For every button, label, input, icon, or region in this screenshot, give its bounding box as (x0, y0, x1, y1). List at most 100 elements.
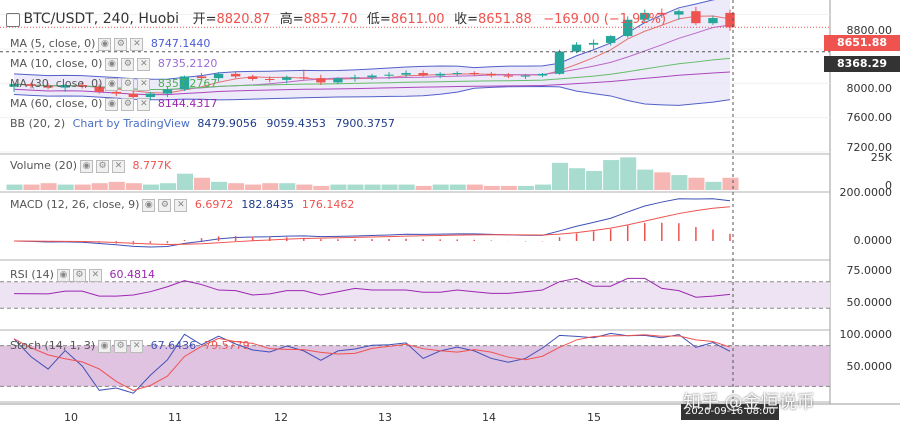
volume-bar (23, 184, 40, 190)
eye-icon[interactable]: ◉ (98, 339, 112, 353)
candle-body (43, 85, 53, 88)
stoch-k-value: 67.6436 (150, 339, 197, 352)
bb-basis-value: 8479.9056 (197, 117, 257, 130)
settings-icon[interactable]: ⚙ (121, 57, 135, 71)
volume-bar (688, 177, 705, 190)
rsi-legend[interactable]: RSI (14) ◉ ⚙ ✕ 60.4814 (10, 268, 155, 282)
low-label: 低= (366, 12, 391, 27)
close-icon[interactable]: ✕ (174, 198, 188, 212)
volume-bar (74, 184, 91, 190)
volume-bar (176, 173, 193, 190)
close-icon[interactable]: ✕ (137, 97, 151, 111)
ma5-legend[interactable]: MA (5, close, 0) ◉ ⚙ ✕ 8747.1440 (10, 37, 210, 51)
close-icon[interactable]: ✕ (137, 57, 151, 71)
eye-icon[interactable]: ◉ (80, 159, 93, 173)
settings-icon[interactable]: ⚙ (72, 268, 86, 282)
volume-bar (381, 184, 398, 190)
close-icon[interactable]: ✕ (130, 37, 144, 51)
volume-bar (705, 181, 722, 190)
volume-bar (552, 162, 569, 190)
close-price-tag: 8651.88 (824, 35, 900, 51)
volume-bar (211, 181, 228, 190)
volume-label: Volume (20) (10, 159, 77, 172)
time-axis-label: 10 (64, 411, 78, 424)
settings-icon[interactable]: ⚙ (114, 37, 128, 51)
time-axis-label: 11 (168, 411, 182, 424)
price-axis-label: 8800.00 (846, 24, 893, 37)
settings-icon[interactable]: ⚙ (158, 198, 172, 212)
close-icon[interactable]: ✕ (88, 268, 102, 282)
stoch-axis-label: 100.0000 (839, 328, 893, 341)
eye-icon[interactable]: ◉ (98, 37, 112, 51)
macd-axis-label: 0.0000 (853, 234, 893, 247)
close-icon[interactable]: ✕ (130, 339, 144, 353)
candle-body (571, 44, 582, 52)
open-value: 8820.87 (216, 12, 271, 27)
settings-icon[interactable]: ⚙ (121, 97, 135, 111)
rsi-line (13, 277, 731, 298)
rsi-axis-label: 50.0000 (846, 296, 893, 309)
candle-body (282, 77, 292, 80)
settings-icon[interactable]: ⚙ (121, 77, 135, 91)
symbol-title[interactable]: BTC/USDT, 240, Huobi (23, 11, 180, 27)
candle-body (418, 72, 428, 76)
ma10-label: MA (10, close, 0) (10, 57, 103, 70)
volume-legend[interactable]: Volume (20) ◉ ⚙ ✕ 8.777K (10, 159, 171, 173)
stoch-d-line (13, 334, 731, 392)
crosshair-time-tag: 2020-09-16 08:00 (681, 404, 780, 420)
candle-body (725, 12, 735, 28)
ma30-legend[interactable]: MA (30, close, 0) ◉ ⚙ ✕ 8357.2767 (10, 77, 217, 91)
stoch-legend[interactable]: Stoch (14, 1, 3) ◉ ⚙ ✕ 67.6436 79.5779 (10, 339, 250, 353)
tradingview-watermark: Chart by TradingView (72, 117, 190, 130)
candle-body (94, 86, 104, 92)
ma60-legend[interactable]: MA (60, close, 0) ◉ ⚙ ✕ 8144.4317 (10, 97, 217, 111)
eye-icon[interactable]: ◉ (105, 97, 119, 111)
candle-body (350, 77, 360, 79)
volume-bar (398, 184, 415, 190)
volume-bar (671, 175, 688, 190)
header-bar: BTC/USDT, 240, Huobi 开=8820.87 高=8857.70… (6, 12, 666, 27)
macd-legend[interactable]: MACD (12, 26, close, 9) ◉ ⚙ ✕ 6.6972 182.843… (10, 198, 354, 212)
ma10-legend[interactable]: MA (10, close, 0) ◉ ⚙ ✕ 8735.2120 (10, 57, 217, 71)
eye-icon[interactable]: ◉ (142, 198, 156, 212)
candle-body (265, 79, 275, 80)
candle-body (247, 76, 258, 79)
candle-body (503, 75, 514, 77)
settings-icon[interactable]: ⚙ (114, 339, 128, 353)
candle-body (77, 85, 87, 87)
rsi-axis-label: 75.0000 (846, 264, 893, 277)
price-axis-bg (830, 0, 900, 443)
volume-bar (159, 183, 176, 190)
volume-bar (500, 185, 517, 190)
candle-body (657, 12, 667, 15)
close-label: 收= (454, 12, 478, 27)
ma10-value: 8735.2120 (157, 57, 218, 70)
close-icon[interactable]: ✕ (137, 77, 151, 91)
volume-bar (313, 185, 330, 190)
candle-body (537, 73, 548, 76)
candle-body (554, 51, 565, 74)
volume-bar (194, 177, 211, 190)
candle-body (384, 74, 394, 76)
symbol-icon[interactable] (6, 13, 20, 27)
stoch-axis-label: 50.0000 (846, 360, 893, 373)
bb-legend[interactable]: BB (20, 2) Chart by TradingView 8479.905… (10, 117, 395, 131)
time-axis-label: 15 (587, 411, 601, 424)
close-icon[interactable]: ✕ (112, 159, 125, 173)
eye-icon[interactable]: ◉ (105, 77, 119, 91)
settings-icon[interactable]: ⚙ (96, 159, 109, 173)
timezone-corner[interactable] (858, 404, 900, 443)
volume-bar (569, 168, 586, 190)
ma5-label: MA (5, close, 0) (10, 37, 96, 50)
eye-icon[interactable]: ◉ (56, 268, 70, 282)
candle-body (623, 19, 633, 37)
rsi-band-fill (0, 281, 830, 309)
ma30-label: MA (30, close, 0) (10, 77, 103, 90)
volume-axis-label: 0 (885, 179, 892, 192)
volume-bar (228, 183, 245, 190)
price-axis-label: 7600.00 (846, 111, 893, 124)
eye-icon[interactable]: ◉ (105, 57, 119, 71)
candle-body (111, 91, 121, 94)
volume-bar (586, 170, 603, 190)
